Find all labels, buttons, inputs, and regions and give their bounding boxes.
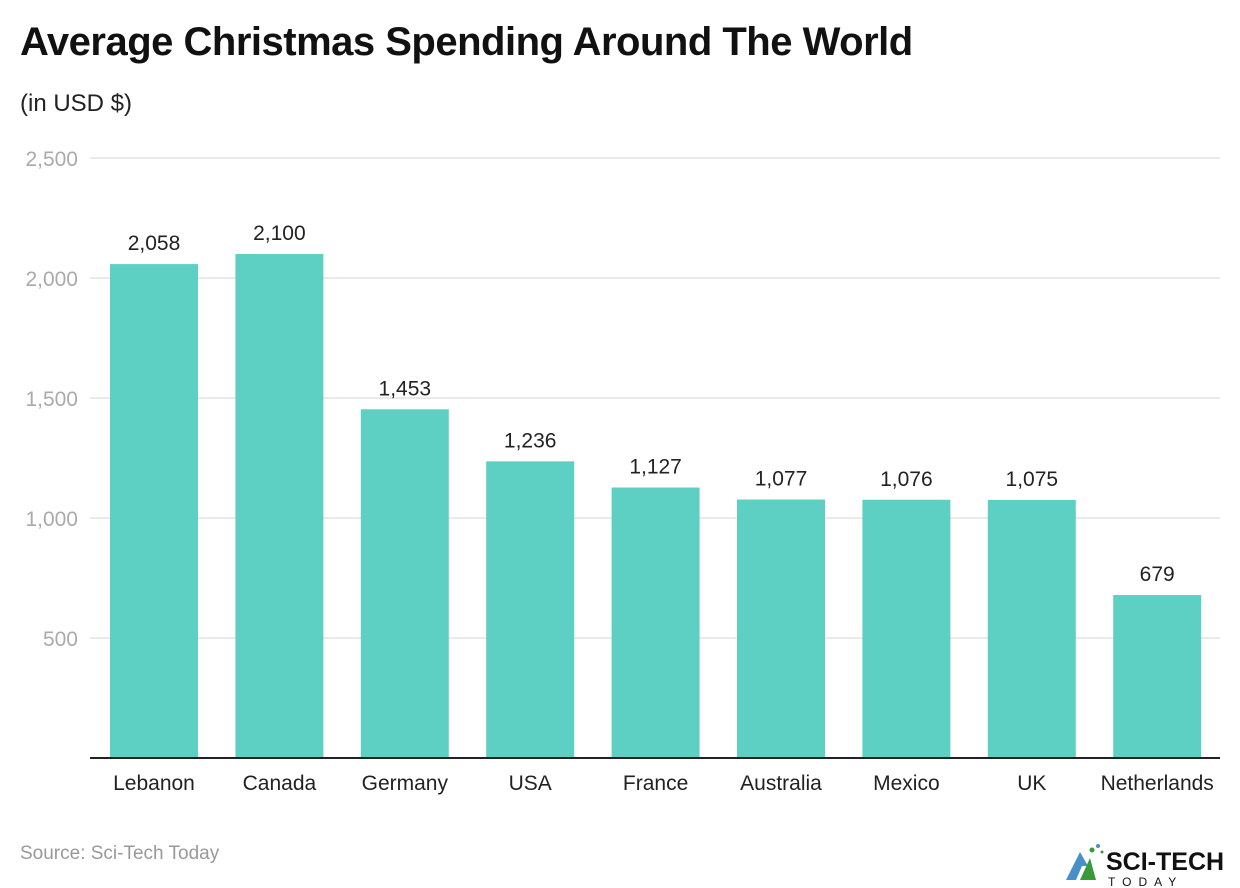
data-label: 1,076 xyxy=(880,468,933,491)
data-label: 2,058 xyxy=(128,232,181,255)
source-note: Source: Sci-Tech Today xyxy=(20,843,220,864)
bar-uk xyxy=(987,500,1076,758)
x-tick-label: Germany xyxy=(362,772,449,795)
data-label: 1,453 xyxy=(379,377,432,400)
bar-france xyxy=(611,487,700,758)
sci-tech-today-logo: SCI-TECH TODAY xyxy=(1066,844,1224,888)
y-tick-label: 1,500 xyxy=(25,388,78,411)
bar-mexico xyxy=(862,499,951,758)
y-tick-label: 2,500 xyxy=(25,148,78,171)
bar-germany xyxy=(360,409,449,758)
data-label: 679 xyxy=(1140,563,1175,586)
svg-text:TODAY: TODAY xyxy=(1108,875,1183,888)
x-tick-label: Netherlands xyxy=(1101,772,1214,795)
data-label: 1,075 xyxy=(1006,468,1059,491)
data-label: 1,127 xyxy=(629,456,682,479)
bar-australia xyxy=(737,499,825,758)
x-tick-label: USA xyxy=(509,772,552,795)
bar-lebanon xyxy=(110,264,198,758)
x-tick-label: France xyxy=(623,772,688,795)
data-label: 2,100 xyxy=(253,222,306,245)
x-tick-label: Lebanon xyxy=(113,772,195,795)
y-tick-label: 500 xyxy=(43,628,78,651)
bar-netherlands xyxy=(1113,595,1202,758)
bar-chart: 500 1,000 1,500 2,000 2,500 2,058 Lebanon 2,100… xyxy=(25,148,1220,795)
chart-title: Average Christmas Spending Around The Wo… xyxy=(20,20,913,64)
data-label: 1,077 xyxy=(755,468,808,491)
y-tick-label: 2,000 xyxy=(25,268,78,291)
chart-subtitle: (in USD $) xyxy=(20,90,133,117)
bar-canada xyxy=(235,254,324,758)
x-tick-label: Mexico xyxy=(873,772,940,795)
svg-text:SCI-TECH: SCI-TECH xyxy=(1106,848,1224,876)
x-tick-label: UK xyxy=(1017,772,1046,795)
data-label: 1,236 xyxy=(504,429,557,452)
x-tick-label: Australia xyxy=(740,772,822,795)
y-tick-label: 1,000 xyxy=(25,508,78,531)
x-tick-label: Canada xyxy=(243,772,317,795)
bar-usa xyxy=(486,461,575,758)
